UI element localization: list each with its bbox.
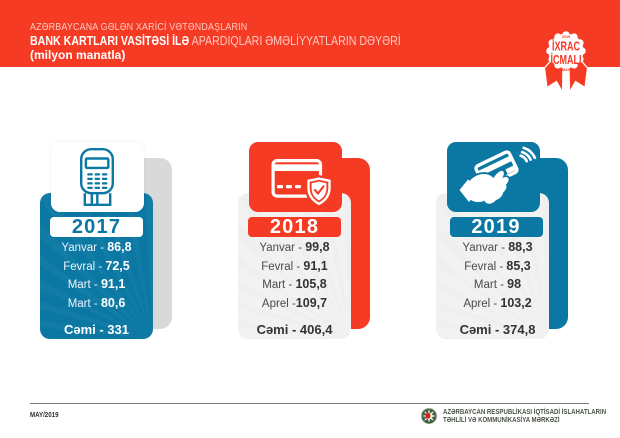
svg-text:2019: 2019 — [562, 35, 570, 39]
svg-text:MAY: MAY — [562, 68, 571, 72]
svg-text:İCMALI: İCMALI — [551, 52, 582, 67]
svg-text:İXRAC: İXRAC — [552, 39, 580, 54]
